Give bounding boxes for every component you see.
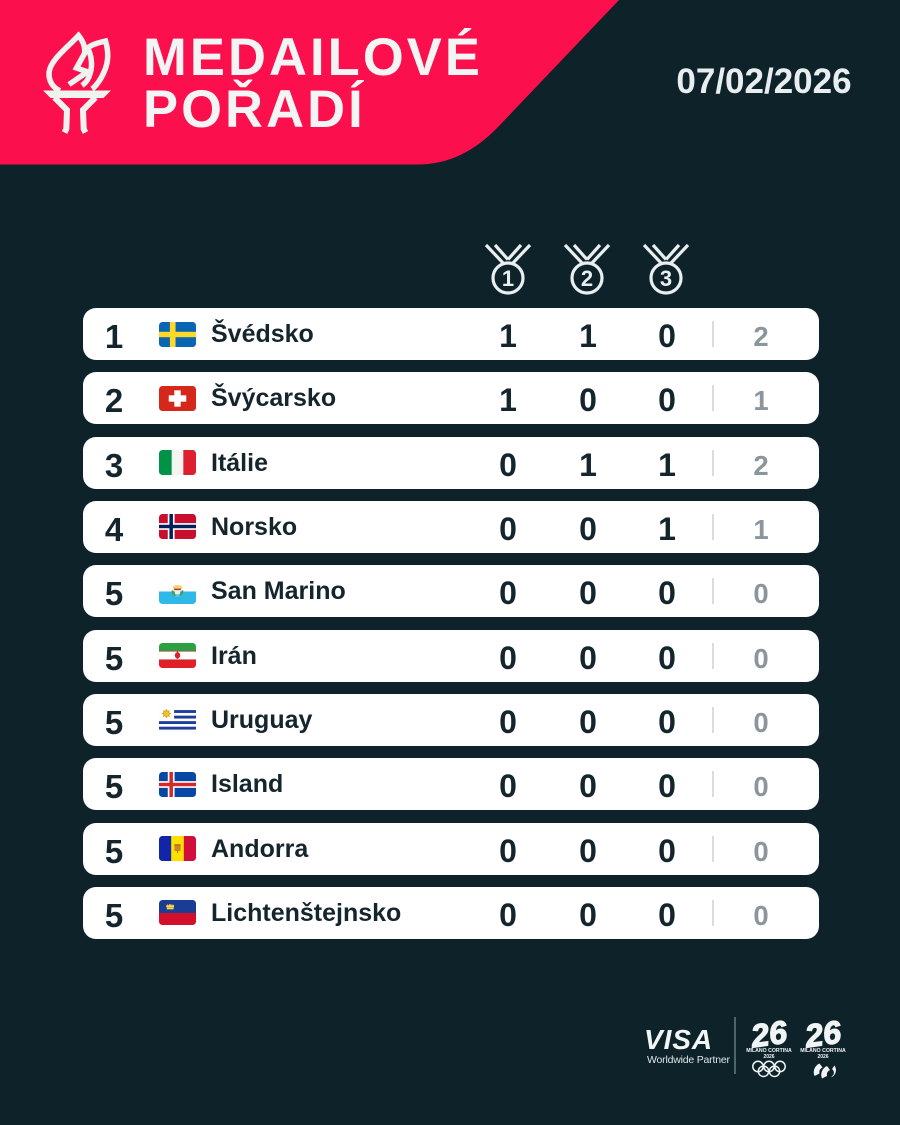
svg-text:3: 3 <box>660 266 672 291</box>
svg-text:1: 1 <box>502 266 514 291</box>
svg-text:2: 2 <box>581 266 593 291</box>
